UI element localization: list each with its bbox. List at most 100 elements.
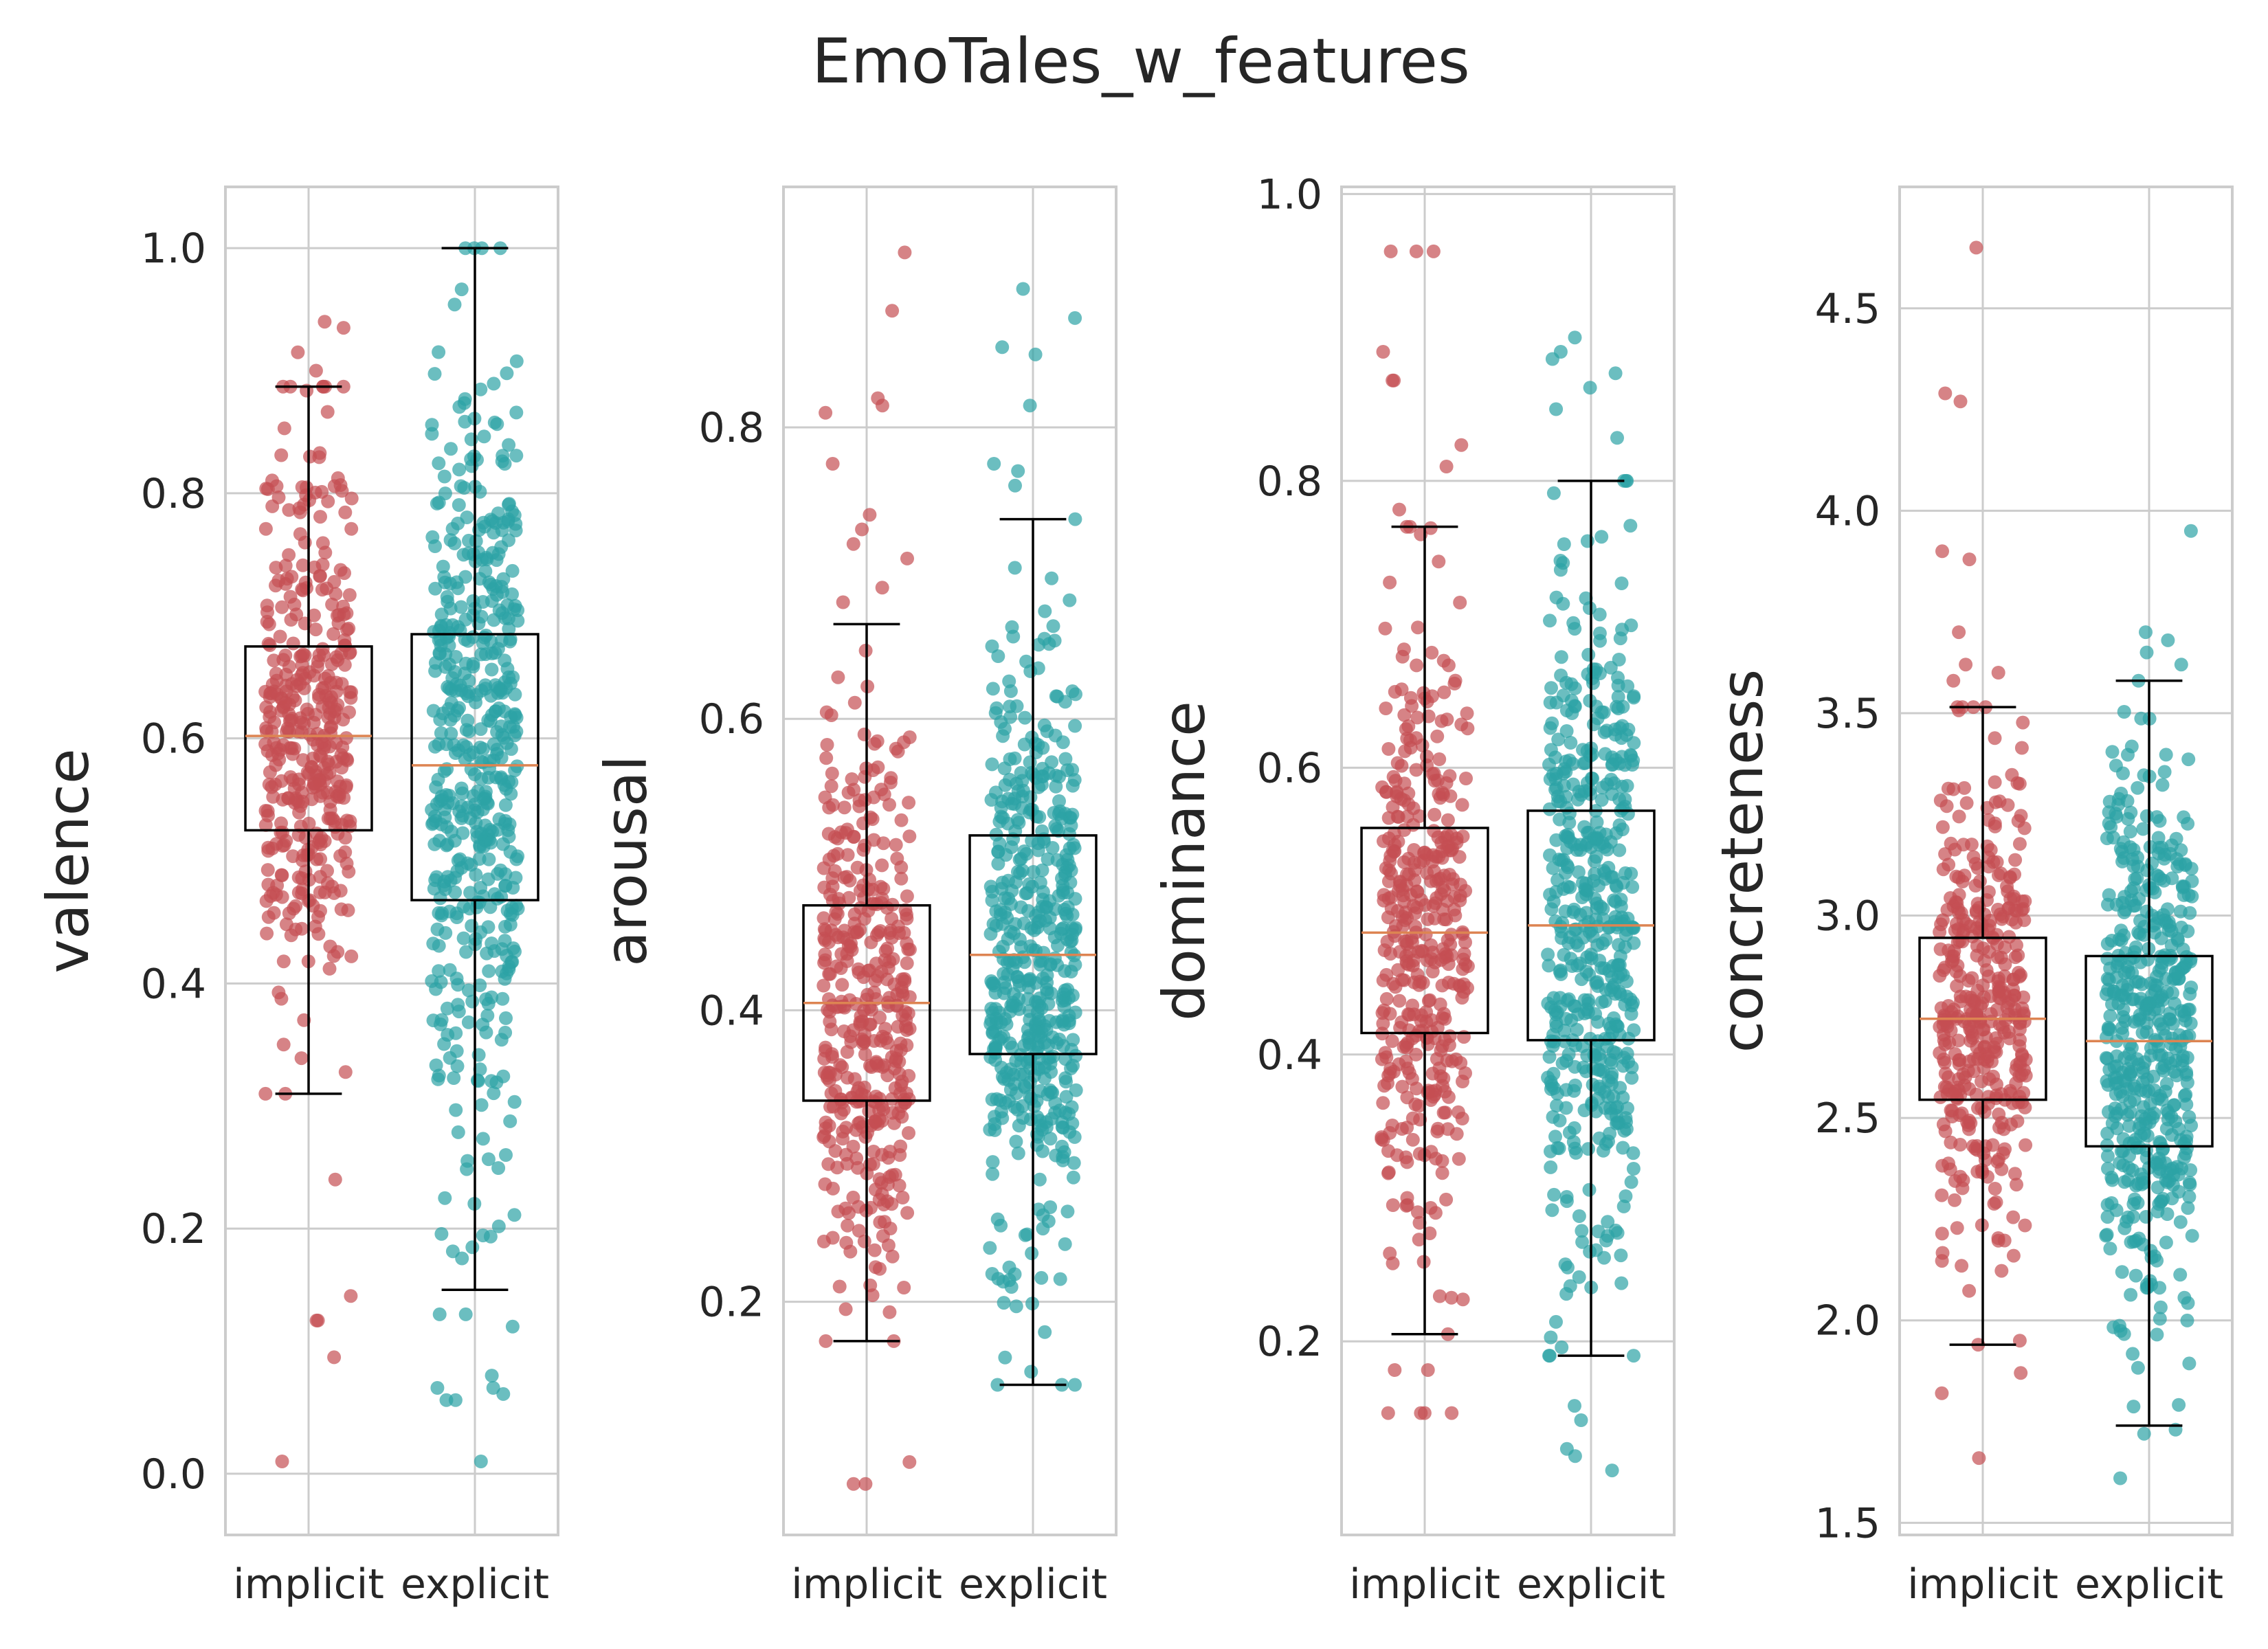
data-point xyxy=(1988,775,2002,789)
data-point xyxy=(271,490,286,504)
data-point xyxy=(456,931,471,945)
x-tick-label-implicit: implicit xyxy=(1349,1560,1500,1608)
points-implicit xyxy=(258,315,359,1468)
data-point xyxy=(1410,884,1424,899)
data-point xyxy=(2139,809,2154,823)
data-point xyxy=(1023,755,1037,770)
data-point xyxy=(2126,1210,2140,1224)
data-point xyxy=(2016,715,2030,730)
data-point xyxy=(1543,695,1557,710)
data-point xyxy=(1009,1299,1023,1314)
data-point xyxy=(265,841,280,855)
data-point xyxy=(491,701,506,715)
data-point xyxy=(1379,702,1393,715)
data-point xyxy=(1432,554,1446,569)
data-point xyxy=(1440,713,1454,727)
data-point xyxy=(894,860,909,875)
data-point xyxy=(1612,653,1626,666)
data-point xyxy=(449,677,464,691)
data-point xyxy=(856,1036,870,1051)
data-point xyxy=(343,814,357,829)
data-point xyxy=(1048,902,1063,917)
data-point xyxy=(1069,1083,1083,1097)
y-tick-label: 0.4 xyxy=(699,987,764,1035)
data-point xyxy=(1583,1031,1597,1046)
data-point xyxy=(991,1272,1005,1286)
data-point xyxy=(2166,986,2179,1000)
data-point xyxy=(298,575,313,590)
data-point xyxy=(900,1038,914,1053)
outlier-point xyxy=(1016,282,1030,296)
data-point xyxy=(2169,831,2183,846)
data-point xyxy=(830,907,845,921)
data-point xyxy=(2005,912,2019,927)
data-point xyxy=(880,1177,895,1191)
data-point xyxy=(499,1011,513,1025)
data-point xyxy=(1068,1005,1082,1020)
data-point xyxy=(2132,892,2146,906)
data-point xyxy=(985,893,999,908)
data-point xyxy=(460,1154,475,1168)
data-point xyxy=(500,366,514,381)
data-point xyxy=(2104,820,2118,834)
data-point xyxy=(1936,963,1950,978)
data-point xyxy=(827,830,842,844)
data-point xyxy=(1010,1103,1025,1117)
data-point xyxy=(845,772,859,786)
outlier-point xyxy=(863,508,877,522)
data-point xyxy=(311,654,325,669)
data-point xyxy=(1443,1029,1457,1044)
y-tick-label: 0.2 xyxy=(141,1205,206,1253)
data-point xyxy=(1621,1101,1634,1116)
data-point xyxy=(1617,1123,1632,1138)
data-point xyxy=(1425,645,1439,660)
outlier-point xyxy=(1574,1413,1588,1427)
data-point xyxy=(309,622,323,637)
data-point xyxy=(1452,850,1467,864)
data-point xyxy=(496,449,510,463)
data-point xyxy=(1975,1075,1988,1088)
data-point xyxy=(1021,1031,1035,1045)
data-point xyxy=(1596,836,1610,851)
data-point xyxy=(1426,899,1441,913)
iqr-box xyxy=(410,633,540,901)
data-point xyxy=(837,923,852,938)
data-point xyxy=(2104,1196,2119,1210)
data-point xyxy=(2156,1022,2170,1036)
outlier-point xyxy=(1421,1363,1435,1377)
data-point xyxy=(1544,743,1558,757)
data-point xyxy=(1606,1089,1621,1103)
data-point xyxy=(438,575,452,590)
data-point xyxy=(508,763,522,778)
data-point xyxy=(459,686,474,701)
data-point xyxy=(291,828,306,842)
data-point xyxy=(268,777,282,792)
data-point xyxy=(2018,1100,2032,1114)
data-point xyxy=(306,781,320,795)
data-point xyxy=(1965,1007,1979,1021)
data-point xyxy=(1381,874,1396,888)
data-point xyxy=(1400,911,1414,926)
data-point xyxy=(1029,809,1043,824)
outlier-point xyxy=(1388,1363,1402,1377)
subplot-valence: 0.0 0.2 0.4 0.6 0.8 1.0 implicit explicit valenc… xyxy=(34,186,559,1608)
data-point xyxy=(1624,618,1638,633)
subplot-dominance: 0.2 0.4 0.6 0.8 1.0 implicit explicit dominance xyxy=(1150,170,1676,1608)
data-point xyxy=(425,418,439,432)
data-point xyxy=(432,939,446,953)
data-point xyxy=(454,479,468,493)
data-point xyxy=(1377,1079,1392,1093)
data-point xyxy=(340,622,354,637)
data-point xyxy=(1977,1040,1992,1054)
data-point xyxy=(261,910,276,924)
data-point xyxy=(1589,850,1603,864)
outlier-point xyxy=(309,363,323,378)
data-point xyxy=(1008,917,1023,931)
outlier-point xyxy=(2139,645,2154,660)
data-point xyxy=(1009,875,1023,889)
data-point xyxy=(489,553,504,568)
data-point xyxy=(466,660,480,674)
data-point xyxy=(1547,1187,1561,1202)
data-point xyxy=(1935,1188,1949,1202)
data-point xyxy=(2124,1288,2138,1302)
